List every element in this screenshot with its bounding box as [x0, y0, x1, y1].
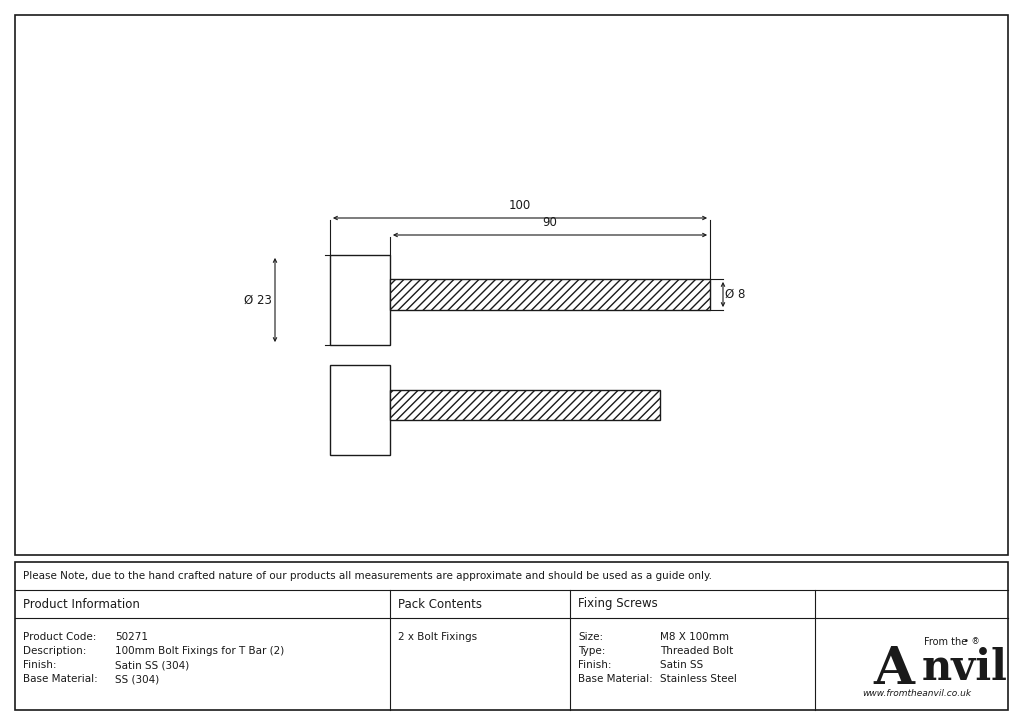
Text: Size:: Size: — [578, 632, 603, 642]
Bar — [15, 562, 1008, 710]
Text: 50271: 50271 — [115, 632, 148, 642]
Text: • ®: • ® — [964, 638, 979, 646]
Text: Base Material:: Base Material: — [578, 674, 652, 684]
Text: 90: 90 — [543, 216, 557, 229]
Bar — [330, 255, 390, 345]
Text: 2 x Bolt Fixings: 2 x Bolt Fixings — [398, 632, 477, 642]
Text: Fixing Screws: Fixing Screws — [578, 597, 657, 610]
Text: Please Note, due to the hand crafted nature of our products all measurements are: Please Note, due to the hand crafted nat… — [23, 571, 712, 581]
Text: Base Material:: Base Material: — [23, 674, 97, 684]
Text: Finish:: Finish: — [578, 660, 611, 670]
Text: Product Code:: Product Code: — [23, 632, 96, 642]
Text: SS (304): SS (304) — [115, 674, 160, 684]
Text: Description:: Description: — [23, 646, 86, 656]
Text: Finish:: Finish: — [23, 660, 56, 670]
Text: Product Information: Product Information — [23, 597, 140, 610]
Bar — [15, 15, 1008, 555]
Text: Ø 8: Ø 8 — [725, 288, 745, 301]
Text: nvil: nvil — [922, 647, 1008, 689]
Text: www.fromtheanvil.co.uk: www.fromtheanvil.co.uk — [862, 690, 971, 698]
Text: M8 X 100mm: M8 X 100mm — [660, 632, 729, 642]
Text: Threaded Bolt: Threaded Bolt — [660, 646, 733, 656]
Bar — [330, 365, 390, 455]
Text: 100mm Bolt Fixings for T Bar (2): 100mm Bolt Fixings for T Bar (2) — [115, 646, 285, 656]
Text: Ø 23: Ø 23 — [244, 293, 272, 306]
Text: Type:: Type: — [578, 646, 605, 656]
Text: Satin SS: Satin SS — [660, 660, 703, 670]
Text: From the: From the — [924, 637, 967, 647]
Bar — [390, 390, 660, 420]
Text: A: A — [873, 644, 914, 695]
Bar — [390, 279, 710, 310]
Text: Pack Contents: Pack Contents — [398, 597, 482, 610]
Text: Stainless Steel: Stainless Steel — [660, 674, 737, 684]
Text: Satin SS (304): Satin SS (304) — [115, 660, 189, 670]
Text: 100: 100 — [509, 199, 531, 212]
